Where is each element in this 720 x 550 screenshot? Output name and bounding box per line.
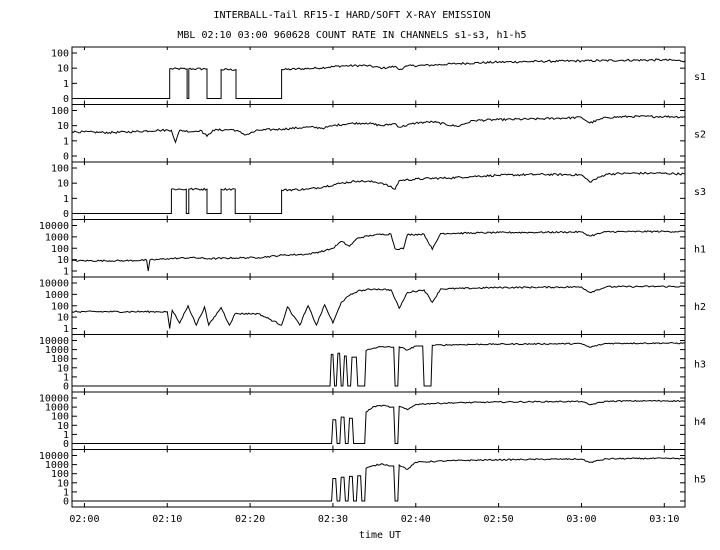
y-tick-label: 10000 xyxy=(39,451,69,462)
y-tick-label: 1000 xyxy=(45,460,69,471)
y-tick-label: 1 xyxy=(63,79,69,90)
panel-frame xyxy=(71,391,686,450)
y-tick-label: 10 xyxy=(57,255,69,266)
x-axis: 02:00 02:10 02:20 02:30 02:40 02:50 03:00 03:10 xyxy=(69,514,679,525)
x-tick-label: 02:30 xyxy=(318,514,348,525)
y-tick-label: 10 xyxy=(57,421,69,432)
y-tick-label: 10 xyxy=(57,363,69,374)
y-tick-label: 100 xyxy=(51,301,69,312)
y-tick-label: 1 xyxy=(63,324,69,335)
chart-title: INTERBALL-Tail RF15-I HARD/SOFT X-RAY EM… xyxy=(214,10,491,21)
series-line-h4 xyxy=(72,399,686,444)
y-tick-label: 10000 xyxy=(39,394,69,405)
y-tick-label: 10 xyxy=(57,64,69,75)
series-line-s3 xyxy=(72,171,686,214)
y-tick-label: 10 xyxy=(57,313,69,324)
channel-label: h3 xyxy=(694,359,706,370)
x-tick-label: 03:00 xyxy=(566,514,596,525)
panel-frame xyxy=(71,449,686,508)
y-tick-label: 1000 xyxy=(45,403,69,414)
y-tick-label: 1000 xyxy=(45,345,69,356)
y-tick-label: 1 xyxy=(63,267,69,278)
panel-frame xyxy=(71,161,686,220)
channel-label: s1 xyxy=(694,72,706,83)
y-tick-label: 0 xyxy=(63,152,69,163)
y-tick-label: 10 xyxy=(57,179,69,190)
x-tick-label: 02:20 xyxy=(235,514,265,525)
panel-frame xyxy=(71,104,686,163)
y-tick-label: 10 xyxy=(57,121,69,132)
y-tick-label: 1 xyxy=(63,372,69,383)
y-tick-label: 1 xyxy=(63,430,69,441)
series-line-h1 xyxy=(71,230,686,272)
y-tick-label: 1 xyxy=(63,194,69,205)
y-tick-label: 10000 xyxy=(39,221,69,232)
x-tick-label: 02:50 xyxy=(484,514,514,525)
channel-label: h5 xyxy=(694,474,706,485)
y-tick-label: 0 xyxy=(63,209,69,220)
y-tick-label: 1 xyxy=(63,487,69,498)
x-tick-label: 02:00 xyxy=(69,514,99,525)
x-axis-label: time UT xyxy=(359,530,401,541)
chart-subtitle: MBL 02:10 03:00 960628 COUNT RATE IN CHA… xyxy=(177,30,526,41)
series-line-s1 xyxy=(72,58,686,99)
x-tick-label: 02:40 xyxy=(401,514,431,525)
series-line-s2 xyxy=(71,114,685,144)
y-tick-label: 100 xyxy=(51,244,69,255)
y-tick-label: 1000 xyxy=(45,290,69,301)
y-tick-label: 0 xyxy=(63,94,69,105)
y-tick-label: 100 xyxy=(51,469,69,480)
y-tick-label: 100 xyxy=(51,106,69,117)
channel-label: h1 xyxy=(694,244,706,255)
y-tick-label: 0 xyxy=(63,382,69,393)
y-tick-label: 1000 xyxy=(45,232,69,243)
channel-label: s2 xyxy=(694,129,706,140)
y-tick-label: 10000 xyxy=(39,336,69,347)
y-tick-label: 0 xyxy=(63,497,69,508)
series-line-h2 xyxy=(71,285,686,329)
panel-frame xyxy=(71,334,686,393)
y-tick-label: 100 xyxy=(51,354,69,365)
y-tick-label: 100 xyxy=(51,412,69,423)
panels-group: 1001010s11001010s21001010s31000010001001… xyxy=(39,46,706,508)
panel-frame xyxy=(71,219,686,278)
y-tick-label: 1 xyxy=(63,136,69,147)
channel-label: h4 xyxy=(694,417,706,428)
panel-frame xyxy=(71,46,686,105)
y-tick-label: 100 xyxy=(51,164,69,175)
series-line-h5 xyxy=(72,457,686,502)
y-tick-label: 100 xyxy=(51,49,69,60)
x-tick-label: 02:10 xyxy=(152,514,182,525)
channel-label: h2 xyxy=(694,302,706,313)
y-tick-label: 0 xyxy=(63,439,69,450)
channel-label: s3 xyxy=(694,187,706,198)
series-line-h3 xyxy=(72,341,686,387)
y-tick-label: 10 xyxy=(57,478,69,489)
y-tick-label: 10000 xyxy=(39,279,69,290)
x-tick-label: 03:10 xyxy=(649,514,679,525)
panel-frame xyxy=(71,276,686,335)
